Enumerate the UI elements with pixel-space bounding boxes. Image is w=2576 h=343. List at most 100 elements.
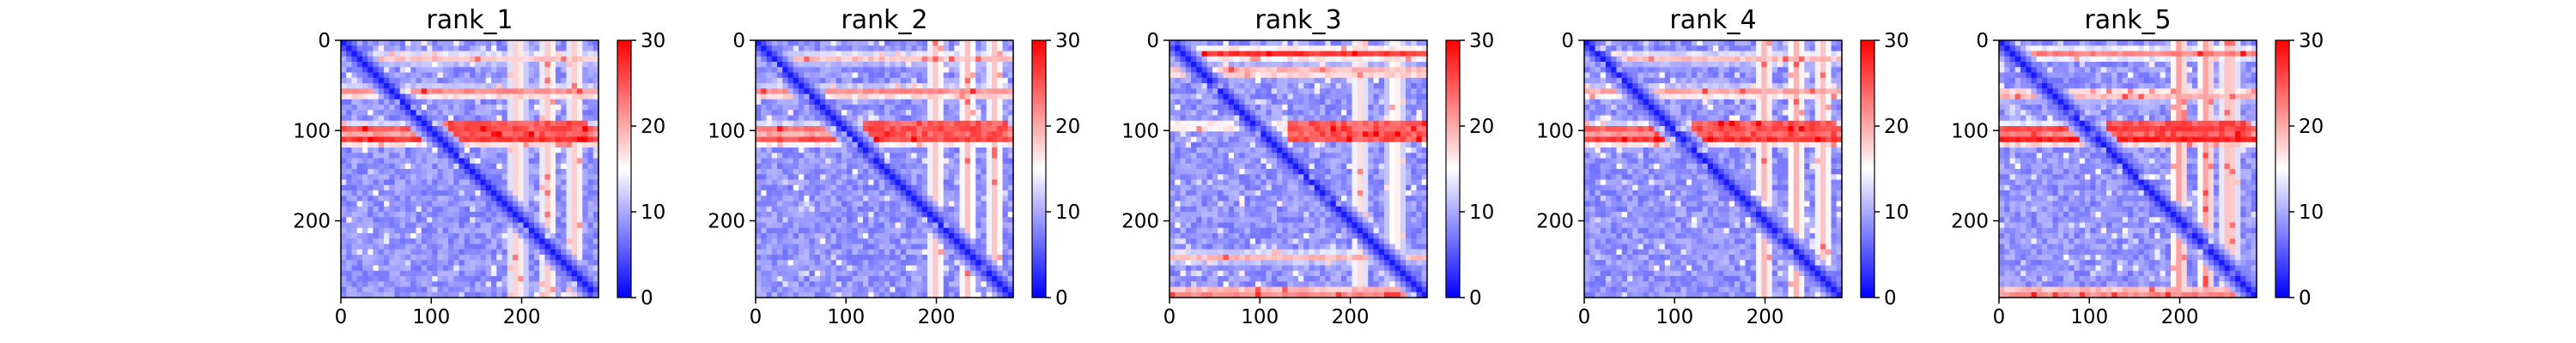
heatmap-cell	[518, 184, 525, 191]
heatmap-cell	[582, 72, 589, 79]
heatmap-cell	[556, 276, 562, 282]
heatmap-cell	[949, 217, 955, 224]
heatmap-cell	[900, 56, 907, 63]
heatmap-cell	[544, 83, 551, 89]
heatmap-cell	[561, 174, 568, 181]
heatmap-cell	[921, 292, 928, 298]
heatmap-cell	[405, 158, 411, 165]
heatmap-cell	[900, 196, 907, 202]
heatmap-cell	[378, 110, 385, 117]
heatmap-cell	[442, 163, 449, 170]
heatmap-cell	[341, 227, 347, 234]
heatmap-cell	[1394, 62, 1401, 68]
heatmap-cell	[1180, 62, 1187, 68]
heatmap-cell	[394, 141, 401, 148]
heatmap-cell	[852, 233, 859, 239]
heatmap-cell	[933, 158, 939, 165]
heatmap-cell	[587, 276, 594, 282]
heatmap-cell	[566, 110, 573, 117]
heatmap-cell	[895, 51, 902, 57]
heatmap-cell	[954, 179, 961, 186]
heatmap-cell	[841, 270, 848, 277]
heatmap-cell	[475, 212, 482, 218]
heatmap-cell	[351, 233, 358, 239]
heatmap-cell	[938, 270, 945, 277]
heatmap-cell	[346, 260, 353, 267]
heatmap-cell	[799, 158, 805, 165]
heatmap-cell	[921, 110, 928, 117]
heatmap-cell	[992, 179, 998, 186]
heatmap-cell	[421, 93, 428, 100]
heatmap-cell	[528, 169, 535, 175]
heatmap-cell	[868, 184, 875, 191]
heatmap-cell	[437, 158, 444, 165]
heatmap-cell	[943, 184, 950, 191]
heatmap-cell	[830, 99, 837, 105]
heatmap-cell	[373, 45, 380, 52]
heatmap-cell	[799, 265, 805, 272]
heatmap-cell	[1341, 45, 1347, 52]
heatmap-cell	[534, 88, 540, 95]
heatmap-cell	[809, 163, 816, 170]
heatmap-cell	[756, 292, 762, 298]
heatmap-cell	[485, 222, 492, 229]
heatmap-cell	[970, 110, 976, 117]
heatmap-cell	[814, 83, 821, 89]
heatmap-cell	[943, 67, 950, 74]
heatmap-cell	[964, 249, 971, 256]
heatmap-cell	[975, 169, 982, 175]
heatmap-cell	[341, 212, 347, 218]
heatmap-cell	[986, 163, 993, 170]
heatmap-cell	[884, 244, 890, 250]
heatmap-cell	[1007, 72, 1014, 79]
heatmap-cell	[550, 255, 556, 261]
heatmap-cell	[507, 196, 513, 202]
heatmap-cell	[986, 249, 993, 256]
heatmap-cell	[587, 77, 594, 84]
heatmap-cell	[766, 217, 773, 224]
heatmap-cell	[346, 158, 353, 165]
heatmap-cell	[841, 281, 848, 288]
heatmap-cell	[534, 196, 540, 202]
heatmap-cell	[501, 93, 508, 100]
heatmap-cell	[528, 141, 535, 148]
heatmap-cell	[975, 45, 982, 52]
heatmap-cell	[986, 217, 993, 224]
heatmap-cell	[384, 163, 390, 170]
heatmap-cell	[911, 88, 918, 95]
heatmap-cell	[873, 136, 880, 143]
heatmap-cell	[592, 255, 599, 261]
heatmap-cell	[587, 238, 594, 245]
heatmap-cell	[975, 233, 982, 239]
heatmap-cell	[787, 51, 794, 57]
heatmap-cell	[857, 281, 864, 288]
heatmap-cell	[1185, 72, 1192, 79]
heatmap-cell	[835, 83, 842, 89]
heatmap-cell	[868, 265, 875, 272]
heatmap-cell	[1218, 56, 1224, 63]
heatmap-cell	[916, 136, 923, 143]
heatmap-cell	[1400, 67, 1406, 74]
heatmap-cell	[1406, 45, 1412, 52]
heatmap-cell	[975, 206, 982, 213]
heatmap-cell	[799, 174, 805, 181]
heatmap-cell	[566, 217, 573, 224]
heatmap-cell	[587, 62, 594, 68]
heatmap-cell	[809, 233, 816, 239]
heatmap-cell	[868, 120, 875, 127]
heatmap-cell	[927, 88, 933, 95]
heatmap-cell	[799, 201, 805, 208]
heatmap-cell	[793, 249, 799, 256]
heatmap-cell	[571, 292, 578, 298]
heatmap-cell	[868, 270, 875, 277]
heatmap-cell	[448, 105, 454, 111]
heatmap-cell	[777, 62, 783, 68]
heatmap-cell	[464, 136, 471, 143]
heatmap-cell	[847, 105, 854, 111]
heatmap-cell	[761, 174, 768, 181]
heatmap-cell	[592, 141, 599, 148]
heatmap-cell	[830, 136, 837, 143]
heatmap-cell	[539, 217, 546, 224]
heatmap-cell	[373, 249, 380, 256]
heatmap-cell	[787, 222, 794, 229]
